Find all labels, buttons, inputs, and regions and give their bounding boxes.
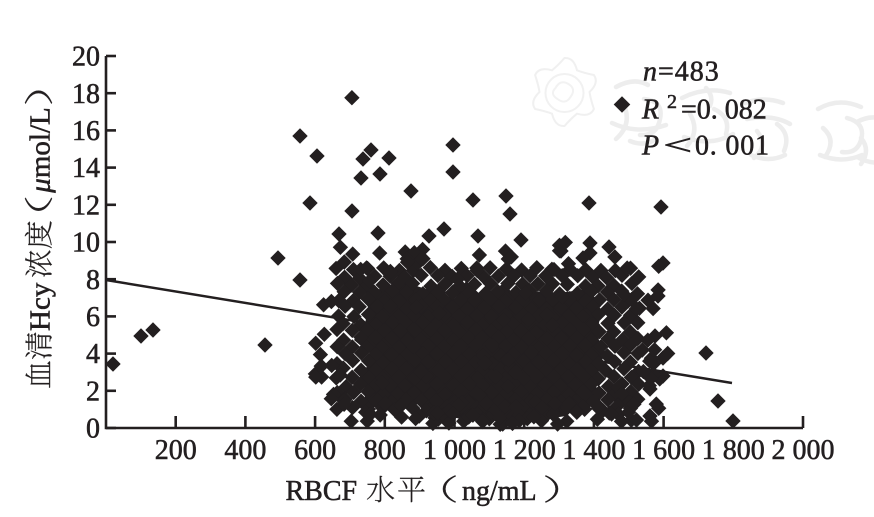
- svg-text:Hcy: Hcy: [25, 282, 57, 331]
- svg-text:1 600: 1 600: [632, 435, 695, 466]
- svg-text:1 400: 1 400: [562, 435, 625, 466]
- svg-text:<: <: [663, 130, 692, 161]
- svg-text:2: 2: [86, 376, 100, 407]
- svg-text:=0. 082: =0. 082: [681, 95, 767, 126]
- svg-text:2: 2: [667, 91, 677, 113]
- svg-text:200: 200: [155, 435, 197, 466]
- svg-text:600: 600: [294, 435, 336, 466]
- svg-text:1 800: 1 800: [702, 435, 765, 466]
- svg-text:12: 12: [72, 190, 100, 221]
- svg-text:400: 400: [224, 435, 266, 466]
- svg-text:1 200: 1 200: [493, 435, 556, 466]
- svg-text:10: 10: [72, 228, 100, 259]
- svg-text:6: 6: [86, 302, 100, 333]
- svg-text:1 000: 1 000: [423, 435, 486, 466]
- svg-text:4: 4: [86, 339, 100, 370]
- svg-text:20: 20: [72, 42, 100, 73]
- svg-text:16: 16: [72, 116, 100, 147]
- svg-text:0: 0: [86, 414, 100, 445]
- svg-text:P: P: [641, 130, 659, 161]
- svg-text:14: 14: [72, 153, 100, 184]
- svg-text:RBCF: RBCF: [286, 476, 358, 507]
- svg-text:R: R: [641, 95, 659, 126]
- svg-text:800: 800: [364, 435, 406, 466]
- svg-text:μmol/L: μmol/L: [25, 107, 57, 193]
- svg-text:0. 001: 0. 001: [695, 130, 770, 161]
- svg-text:n=483: n=483: [643, 57, 720, 88]
- svg-text:18: 18: [72, 79, 100, 110]
- svg-text:ng/mL: ng/mL: [462, 476, 537, 507]
- svg-text:2 000: 2 000: [772, 435, 835, 466]
- svg-text:8: 8: [86, 265, 100, 296]
